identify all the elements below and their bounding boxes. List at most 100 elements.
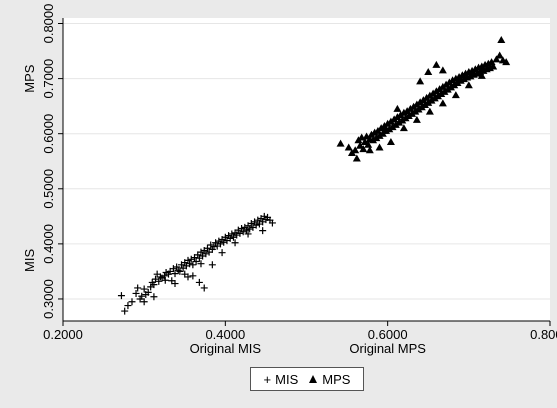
mis-point bbox=[247, 219, 255, 227]
mps-point bbox=[375, 143, 384, 151]
mps-point bbox=[451, 91, 460, 99]
y-tick-label: 0.3000 bbox=[41, 279, 56, 319]
mps-point bbox=[365, 146, 374, 154]
y-tick-label: 0.7000 bbox=[41, 59, 56, 99]
mis-point bbox=[259, 227, 267, 235]
x-tick-label: 0.2000 bbox=[43, 327, 83, 342]
mps-point bbox=[438, 66, 447, 74]
mps-point bbox=[364, 140, 373, 148]
mis-point bbox=[244, 230, 252, 238]
mps-point bbox=[424, 67, 433, 75]
x-axis-title: Original MIS bbox=[190, 341, 262, 356]
mis-point bbox=[144, 288, 152, 296]
mis-point bbox=[173, 263, 181, 271]
mps-point bbox=[464, 81, 473, 89]
mis-point bbox=[156, 273, 164, 281]
mis-point bbox=[242, 226, 250, 234]
mis-point bbox=[184, 256, 192, 264]
mis-point bbox=[150, 293, 158, 301]
mis-point bbox=[208, 261, 216, 269]
mis-point bbox=[128, 298, 136, 306]
grid-lines bbox=[63, 23, 550, 300]
mis-point bbox=[268, 219, 276, 227]
mps-point bbox=[477, 71, 486, 79]
mis-point bbox=[189, 272, 197, 280]
mis-point bbox=[207, 241, 215, 249]
mps-point bbox=[336, 139, 345, 147]
mis-point bbox=[202, 250, 210, 258]
mps-point bbox=[351, 146, 360, 154]
mps-point bbox=[352, 154, 361, 162]
mis-point bbox=[138, 292, 146, 300]
axes bbox=[58, 18, 551, 326]
y-tick-label: 0.5000 bbox=[41, 169, 56, 209]
mis-point bbox=[236, 229, 244, 237]
mis-point bbox=[239, 228, 247, 236]
mps-point bbox=[356, 141, 365, 149]
mis-point bbox=[176, 267, 184, 275]
y-tick-label: 0.8000 bbox=[41, 4, 56, 44]
mis-point bbox=[260, 212, 268, 220]
mis-point bbox=[238, 224, 246, 232]
mis-point bbox=[187, 255, 195, 263]
mis-point bbox=[184, 273, 192, 281]
mis-point bbox=[124, 302, 132, 310]
mis-point bbox=[246, 225, 254, 233]
legend-entry-mis: + MIS bbox=[264, 372, 299, 387]
mis-point bbox=[169, 265, 177, 273]
mps-point bbox=[359, 145, 368, 153]
axis-labels: 0.3000 0.4000 0.5000 0.6000 0.7000 0.8000 0.20… bbox=[22, 4, 557, 356]
mis-point bbox=[251, 218, 259, 226]
mis-point bbox=[220, 238, 228, 246]
mps-point bbox=[502, 58, 511, 66]
mps-point bbox=[492, 55, 501, 63]
mps-point bbox=[416, 77, 425, 85]
mps-point bbox=[489, 62, 498, 70]
mis-point bbox=[228, 230, 236, 238]
mis-point bbox=[160, 272, 168, 280]
mis-point bbox=[197, 248, 205, 256]
mis-point bbox=[161, 276, 169, 284]
mis-point bbox=[155, 277, 163, 285]
mis-point bbox=[174, 266, 182, 274]
mis-point bbox=[212, 239, 220, 247]
mps-point bbox=[438, 99, 447, 107]
mis-point bbox=[226, 234, 234, 242]
y-axis-title: MIS bbox=[22, 249, 37, 272]
mis-point bbox=[195, 278, 203, 286]
x-axis-title: Original MPS bbox=[349, 341, 426, 356]
mps-point bbox=[497, 36, 506, 44]
mis-point bbox=[132, 289, 140, 297]
mps-point bbox=[386, 137, 395, 145]
mis-point bbox=[231, 239, 239, 247]
legend-label-mps: MPS bbox=[322, 371, 351, 387]
data-marks bbox=[117, 36, 511, 315]
mps-point bbox=[399, 124, 408, 132]
mis-point bbox=[192, 258, 200, 266]
mis-point bbox=[233, 231, 241, 239]
legend: + MIS MPS bbox=[250, 367, 364, 391]
mps-point bbox=[412, 115, 421, 123]
mps-point bbox=[495, 51, 504, 59]
mis-point bbox=[150, 281, 158, 289]
mis-point bbox=[117, 292, 125, 300]
mis-point bbox=[189, 261, 197, 269]
mis-point bbox=[234, 226, 242, 234]
plus-marker-icon: + bbox=[263, 371, 272, 387]
legend-entry-mps: MPS bbox=[308, 372, 350, 387]
plot-area bbox=[63, 18, 550, 321]
mis-point bbox=[203, 244, 211, 252]
mis-point bbox=[254, 216, 262, 224]
mps-point bbox=[393, 104, 402, 112]
mps-point bbox=[344, 143, 353, 151]
x-tick-label: 0.6000 bbox=[368, 327, 408, 342]
mis-point bbox=[197, 260, 205, 268]
mis-point bbox=[121, 307, 129, 315]
mis-point bbox=[140, 285, 148, 293]
mis-point bbox=[186, 260, 194, 268]
y-tick-label: 0.4000 bbox=[41, 224, 56, 264]
x-tick-label: 0.8000 bbox=[530, 327, 557, 342]
legend-label-mis: MIS bbox=[275, 371, 299, 387]
mis-point bbox=[216, 240, 224, 248]
